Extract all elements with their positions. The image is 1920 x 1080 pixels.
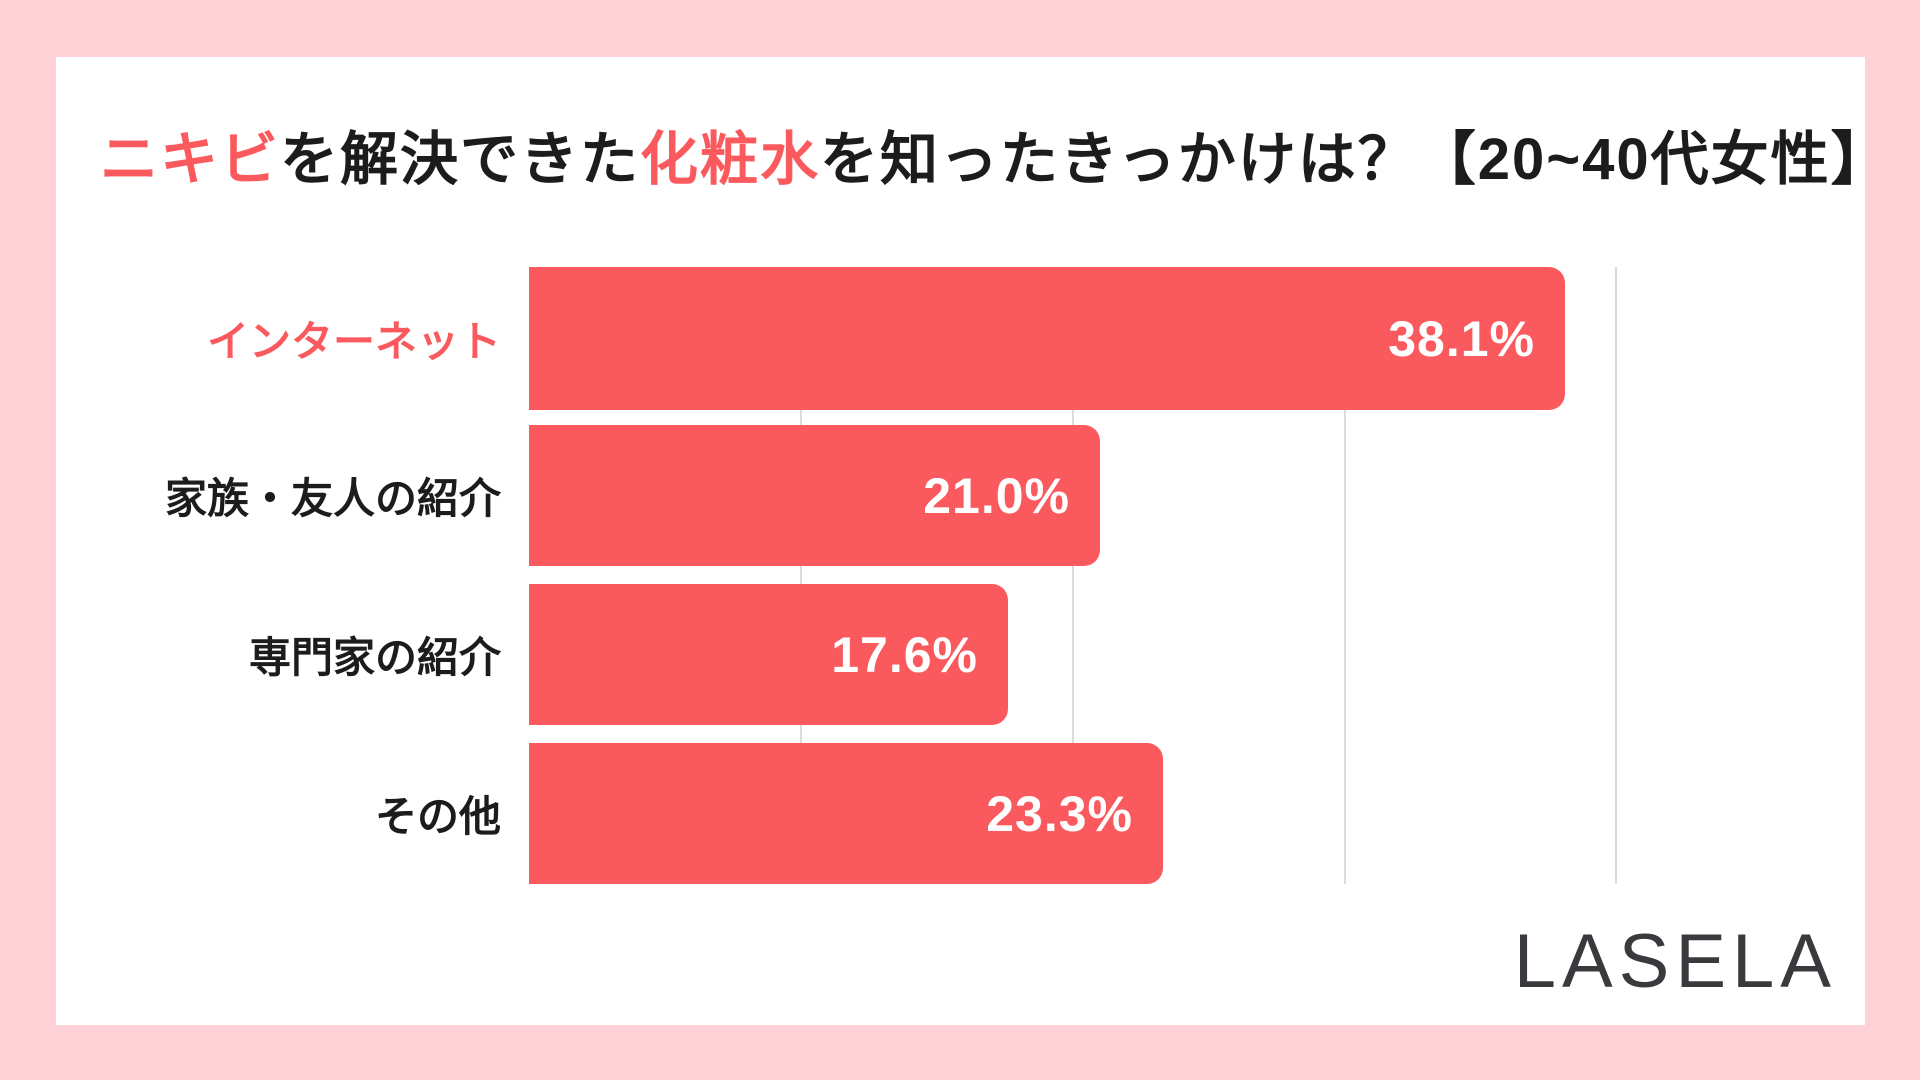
title-segment-2: を解決できた	[280, 127, 641, 192]
value-label-internet: 38.1%	[1388, 310, 1535, 367]
chart-row-family-friends: 家族・友人の紹介 21.0%	[165, 425, 1617, 566]
page-title: ニキビを解決できた化粧水を知ったきっかけは？【20~40代女性】	[100, 127, 1891, 194]
value-label-family-friends: 21.0%	[923, 467, 1070, 524]
bar-chart: インターネット 38.1% 家族・友人の紹介 21.0% 専門家の紹介 17.6…	[165, 267, 1617, 884]
category-label-internet: インターネット	[206, 318, 501, 365]
lasela-logo: LASELA	[1513, 919, 1837, 1004]
title-segment-accent-1: ニキビ	[100, 127, 281, 192]
gridline-20pct	[1072, 267, 1074, 884]
title-segment-accent-3: 化粧水	[640, 127, 821, 192]
bar-family-friends: 21.0%	[529, 425, 1100, 566]
gridline-30pct	[1344, 267, 1346, 884]
title-segment-4: を知ったきっかけは？【20~40代女性】	[820, 127, 1891, 192]
chart-card: ニキビを解決できた化粧水を知ったきっかけは？【20~40代女性】 インターネット…	[56, 57, 1889, 1025]
value-label-other: 23.3%	[986, 785, 1133, 842]
chart-row-other: その他 23.3%	[375, 743, 1617, 884]
bar-other: 23.3%	[529, 743, 1163, 884]
bar-expert: 17.6%	[529, 584, 1008, 725]
category-label-family-friends: 家族・友人の紹介	[164, 475, 501, 522]
gridline-10pct	[800, 267, 802, 884]
category-label-other: その他	[374, 793, 501, 840]
chart-row-internet: インターネット 38.1%	[207, 267, 1617, 410]
bar-internet: 38.1%	[529, 267, 1565, 410]
chart-row-expert: 専門家の紹介 17.6%	[249, 584, 1617, 725]
value-label-expert: 17.6%	[831, 626, 978, 683]
gridline-40pct	[1615, 267, 1617, 884]
category-label-expert: 専門家の紹介	[248, 634, 501, 681]
